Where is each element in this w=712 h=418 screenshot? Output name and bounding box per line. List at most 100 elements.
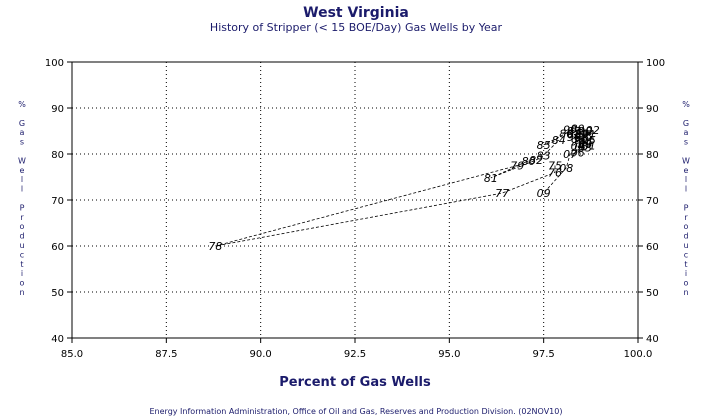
y-label-char: r [684,213,688,222]
data-point-label: 77 [495,187,509,200]
y-label-char: n [19,288,24,297]
y-tick-label-right: 70 [646,196,659,207]
y-tick-label-left: 70 [51,196,64,207]
data-point-label: 82 [529,154,543,167]
data-point-label: 89 [571,123,585,136]
y-tick-label-left: 60 [51,242,64,253]
y-tick-label-right: 60 [646,242,659,253]
data-point-label: 78 [208,240,222,253]
trajectory-lines [215,127,594,247]
y-label-char: s [684,138,688,147]
x-tick-label: 100.0 [624,349,653,360]
y-label-char: e [20,166,25,175]
data-point-label: 07 [563,148,577,161]
y-tick-label-left: 50 [51,288,64,299]
x-tick-label: 92.5 [344,349,366,360]
y-label-char: P [684,203,689,212]
x-tick-label: 85.0 [61,349,83,360]
data-point-label: 05 [574,141,588,154]
data-point-label: 99 [563,124,577,137]
y-label-char: t [20,260,23,269]
y-label-char: o [684,222,689,231]
y-tick-label-right: 40 [646,334,659,345]
data-point-label: 04 [571,140,585,153]
data-point-label: 90 [578,125,592,138]
trajectory-line [215,127,594,247]
data-point-label: 96 [567,131,581,144]
data-point-label: 81 [484,172,498,185]
y-label-char: r [20,213,24,222]
data-point-label: 95 [582,134,596,147]
data-point-label: 06 [571,147,585,160]
data-point-label: 91 [582,129,596,142]
data-point-label: 88 [574,127,588,140]
footer-source: Energy Information Administration, Offic… [150,407,563,416]
y-label-char: i [21,269,23,278]
data-point-label: 09 [537,187,551,200]
y-label-char: i [685,269,687,278]
y-tick-label-left: 40 [51,334,64,345]
y-label-char: n [683,288,688,297]
data-point-label: 87 [567,125,581,138]
y-label-char: u [19,241,24,250]
y-label-char: e [684,166,689,175]
data-point-label: 93 [574,132,588,145]
data-point-label: 01 [582,139,596,152]
y-label-char: G [683,119,689,128]
data-point-label: 86 [559,127,573,140]
chart-title: West Virginia [303,5,409,21]
data-point-label: 84 [552,134,566,147]
data-point-label: 08 [559,162,573,175]
y-label-char: d [19,232,24,241]
y-label-char: l [21,185,23,194]
data-point-label: 94 [578,137,592,150]
y-label-char: P [20,203,25,212]
data-point-label: 85 [537,139,551,152]
y-tick-label-right: 80 [646,150,659,161]
data-point-label: 75 [548,160,562,173]
y-label-char: o [684,279,689,288]
data-point-label: 83 [537,149,551,162]
chart-subtitle: History of Stripper (< 15 BOE/Day) Gas W… [210,21,503,34]
grid-lines [72,62,638,338]
y-label-char: s [20,138,24,147]
y-label-char: G [19,119,25,128]
y-label-char: l [685,175,687,184]
x-tick-label: 97.5 [533,349,555,360]
y-label-char: o [20,222,25,231]
y-tick-label-right: 90 [646,104,659,115]
data-point-label: 97 [571,136,585,149]
y-label-char: a [20,128,25,137]
y-label-char: c [684,250,688,259]
y-label-char: W [682,156,690,165]
data-point-label: 00 [578,138,592,151]
data-point-label: 79 [510,160,524,173]
data-point-label: 80 [522,155,536,168]
y-label-char: a [684,128,689,137]
y-tick-label-left: 80 [51,150,64,161]
data-point-label: 92 [586,124,600,137]
y-label-char: % [682,100,690,109]
y-label-char: % [18,100,26,109]
y-label-char: l [21,175,23,184]
y-label-char: o [20,279,25,288]
axes: 85.0 87.5 90.0 92.5 95.0 97.5 100.0 40 40 50 50 60 6… [45,58,665,360]
x-tick-label: 95.0 [438,349,460,360]
y-label-char: l [685,185,687,194]
y-label-char: d [683,232,688,241]
y-tick-label-right: 100 [646,58,665,69]
data-point-label: 98 [578,130,592,143]
y-tick-label-left: 90 [51,104,64,115]
x-tick-label: 90.0 [250,349,272,360]
x-tick-label: 87.5 [155,349,177,360]
y-label-char: W [18,156,26,165]
x-axis-label: Percent of Gas Wells [279,375,431,390]
y-label-char: u [683,241,688,250]
y-label-char: c [20,250,24,259]
y-tick-label-right: 50 [646,288,659,299]
y-label-char: t [684,260,687,269]
